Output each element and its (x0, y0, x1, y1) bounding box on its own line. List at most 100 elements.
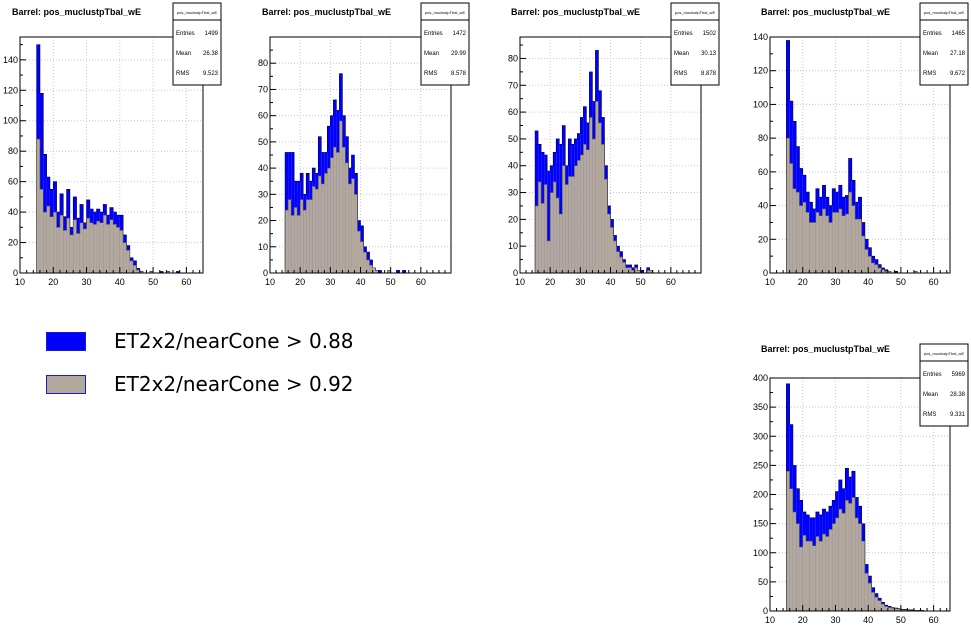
histogram-bar (76, 233, 80, 273)
histogram-bar (535, 205, 539, 273)
histogram-bar (53, 212, 57, 273)
histogram-bar (363, 252, 367, 273)
y-tick-label: 30 (508, 188, 518, 198)
plot-frame (19, 36, 204, 274)
histogram-bar (99, 222, 104, 273)
histogram-bar (796, 192, 800, 273)
histogram-bar (176, 271, 180, 273)
stats-value-mean: 29.99 (451, 51, 467, 57)
histogram-bar (855, 219, 859, 273)
histogram-bar (106, 224, 110, 273)
stats-label-rms: RMS (923, 412, 936, 418)
histogram-bar (861, 235, 865, 273)
histogram-bar (369, 265, 373, 273)
histogram-bar (159, 271, 164, 273)
stats-value-entries: 1502 (703, 31, 717, 37)
histogram-bar (825, 215, 829, 273)
x-tick-label: 10 (765, 277, 775, 287)
histogram-bar (825, 536, 829, 611)
y-tick-label: 100 (3, 116, 18, 126)
histogram-bar (792, 188, 797, 273)
histogram-bar (133, 265, 137, 273)
y-tick-label: 120 (753, 66, 768, 76)
histogram-bar (851, 205, 856, 273)
histogram-bar (309, 199, 313, 273)
y-tick-label: 350 (753, 402, 768, 412)
histogram-bar (83, 228, 87, 273)
stats-value-entries: 1499 (205, 31, 219, 37)
x-tick-label: 60 (666, 277, 676, 287)
histogram-bar (116, 227, 120, 273)
histogram-bar (649, 270, 653, 273)
histogram-bar (868, 256, 872, 273)
stats-label-mean: Mean (923, 392, 938, 398)
chart-title: Barrel: pos_muclustpTbal_wE (761, 344, 890, 354)
histogram-bar (580, 155, 584, 273)
y-tick-label: 20 (758, 234, 768, 244)
histogram-bar (544, 184, 548, 273)
histogram-bar (166, 271, 170, 273)
series-outline-1 (284, 73, 430, 274)
y-tick-label: 80 (508, 53, 518, 63)
stats-value-rms: 8.578 (451, 71, 467, 77)
histogram-bar (884, 606, 888, 611)
stats-label-rms: RMS (674, 71, 687, 77)
stats-box (919, 2, 969, 86)
histogram-bar (871, 592, 875, 611)
histogram-bar (799, 205, 803, 273)
y-tick-label: 20 (258, 216, 268, 226)
y-tick-label: 40 (758, 201, 768, 211)
stats-label-entries: Entries (424, 31, 443, 37)
histogram-bar (835, 517, 839, 611)
histogram-bar (538, 181, 542, 273)
histogram-bar (637, 270, 641, 273)
histogram-bar (348, 183, 352, 273)
series-2 (786, 138, 918, 273)
histogram-bar (887, 607, 892, 611)
y-tick-label: 60 (258, 111, 268, 121)
histogram-bar (884, 271, 888, 273)
histogram-bar (832, 523, 836, 611)
x-tick-label: 20 (798, 277, 808, 287)
histogram-bar (812, 545, 816, 611)
histogram-bar (285, 210, 289, 273)
histogram-bar (822, 534, 826, 611)
histogram-bar (806, 212, 810, 273)
histogram-bar (126, 250, 130, 273)
y-tick-label: 0 (763, 268, 768, 278)
histogram-bar (583, 144, 587, 273)
x-tick-label: 40 (115, 277, 125, 287)
histogram-bar (868, 583, 872, 611)
histogram-bar (786, 138, 790, 273)
histogram-bar (792, 511, 797, 611)
histogram-bar (327, 168, 331, 273)
y-tick-label: 100 (753, 99, 768, 109)
histogram-bar (86, 218, 90, 273)
stats-box (172, 2, 222, 86)
y-tick-label: 20 (508, 214, 518, 224)
y-tick-label: 0 (513, 268, 518, 278)
histogram-bar (595, 101, 599, 273)
histogram-bar (819, 215, 823, 273)
stats-value-mean: 30.13 (701, 51, 717, 57)
y-tick-label: 80 (8, 146, 18, 156)
histogram-bar (49, 216, 54, 273)
x-tick-label: 30 (82, 277, 92, 287)
histogram-bar (881, 604, 885, 611)
histogram-bar (306, 199, 310, 273)
histogram-bar (113, 224, 117, 273)
histogram-bar (848, 503, 852, 611)
histogram-bar (297, 215, 301, 273)
y-tick-label: 80 (758, 133, 768, 143)
x-tick-label: 30 (830, 277, 840, 287)
stats-value-entries: 1465 (952, 31, 966, 37)
histogram-bar (324, 173, 328, 273)
histogram-bar (562, 165, 566, 273)
histogram-bar (838, 208, 842, 273)
histogram-bar (613, 240, 617, 273)
histogram-bar (288, 199, 292, 273)
histogram-bar (553, 181, 557, 273)
histogram-bar (300, 199, 304, 273)
